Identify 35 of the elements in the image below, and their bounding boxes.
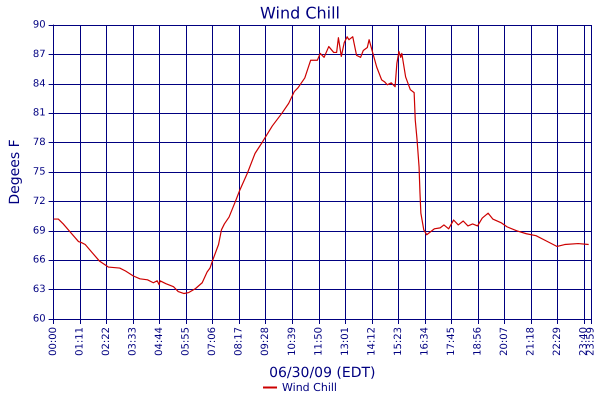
y-tick-label: 60 [32,314,46,324]
y-tick-label: 66 [32,254,46,266]
x-tick-label: 04:44 [154,327,166,356]
x-tick-label: 01:11 [74,327,86,356]
x-tick-label: 17:45 [446,327,457,356]
y-tick-label: 75 [32,166,46,178]
x-tick-label: 11:50 [313,327,324,356]
x-tick-label: 18:56 [472,327,484,356]
x-tick-label: 16:34 [419,327,430,356]
x-tick-label: 20:07 [498,327,510,356]
x-tick-label: 15:23 [392,327,404,356]
x-tick-label: 10:39 [286,327,298,356]
x-tick-label: 07:06 [207,327,218,356]
legend-label: Wind Chill [282,381,337,394]
y-tick-label: 72 [32,196,46,207]
x-tick-label: 21:18 [525,327,536,356]
chart-title: Wind Chill [260,4,340,22]
y-tick-label: 87 [32,48,46,60]
x-tick-label: 02:22 [101,327,112,356]
x-tick-label: 22:29 [552,327,563,356]
y-tick-label: 63 [32,284,46,296]
x-axis-title: 06/30/09 (EDT) [269,365,376,381]
x-tick-label: 00:00 [48,327,60,356]
y-tick-label: 84 [32,78,46,90]
x-tick-label: 13:01 [340,327,351,356]
y-tick-label: 78 [32,137,46,148]
y-tick-label: 90 [32,20,46,30]
y-tick-label: 81 [32,108,46,119]
x-tick-label: 05:55 [180,327,192,356]
x-tick-label: 08:17 [234,327,245,356]
y-axis-title: Degees F [7,139,23,205]
x-tick-label: 14:12 [366,327,378,356]
x-tick-label: 09:28 [260,327,272,356]
x-tick-label: 03:33 [128,327,139,356]
y-tick-label: 69 [32,225,46,236]
